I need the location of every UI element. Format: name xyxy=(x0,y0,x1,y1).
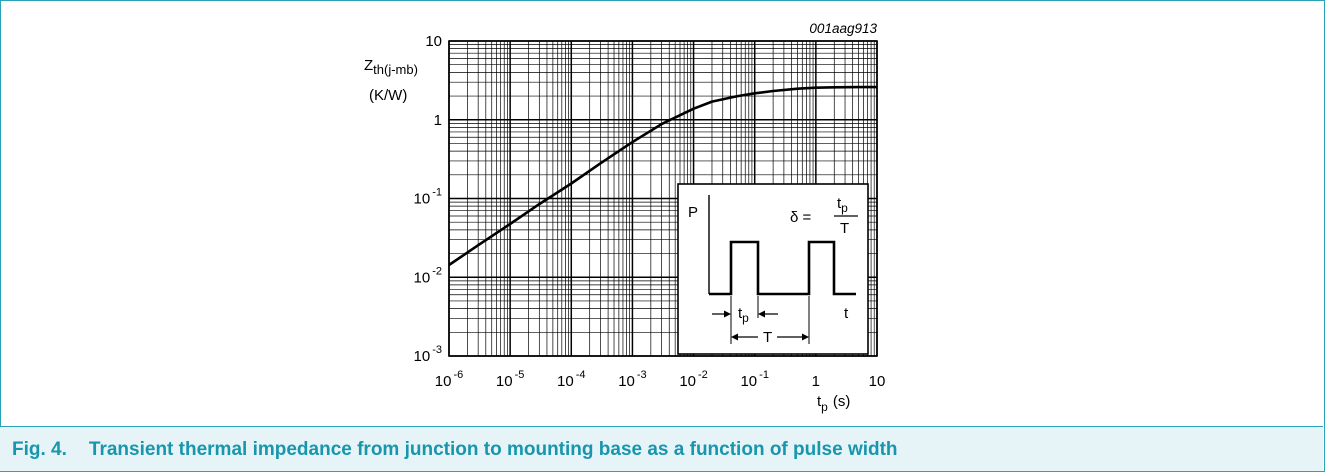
x-axis-unit: (s) xyxy=(833,393,851,410)
tp-arrowhead-left xyxy=(724,310,731,318)
tp-arrowhead-right xyxy=(758,310,765,318)
x-axis-symbol: t xyxy=(817,393,822,410)
x-axis-label: tp (s) xyxy=(817,393,850,414)
inset-p-label: P xyxy=(688,204,698,221)
tp-symbol: t xyxy=(738,305,743,322)
tp-subscript: p xyxy=(742,311,749,325)
period-arrowhead-left xyxy=(731,333,738,341)
y-tick-label: 10 xyxy=(425,33,442,50)
x-tick-label: 10 xyxy=(869,373,886,390)
x-axis-subscript: p xyxy=(821,400,828,414)
tick-labels: 10 -6 10 -5 10 -4 10 -3 10 -2 10 -1 1 10 10 1 10-1 10-2 10… xyxy=(414,33,886,390)
x-tick-label: 1 xyxy=(812,373,820,390)
duty-cycle-delta: δ = xyxy=(790,209,812,226)
y-axis-label: Zth(j-mb) xyxy=(364,57,418,77)
y-tick-label: 10 -2 xyxy=(414,265,442,286)
series-line-1 xyxy=(448,85,877,267)
y-tick-label: 10 -3 xyxy=(414,344,442,365)
figure-id: 001aag913 xyxy=(809,21,877,36)
duty-fraction-numerator: tp xyxy=(837,195,848,215)
figure-number: Fig. 4. xyxy=(12,439,67,460)
x-tick-label: 10 -2 xyxy=(679,369,707,390)
axes xyxy=(448,40,878,357)
pulse-waveform xyxy=(709,240,856,296)
y-tick-label: 1 xyxy=(434,112,442,129)
plot-frame xyxy=(448,40,878,357)
x-tick-label: 10 -4 xyxy=(557,369,585,390)
series xyxy=(448,85,877,267)
tp-label: tp xyxy=(738,305,749,325)
y-axis-subscript: th(j-mb) xyxy=(373,62,418,77)
x-tick-label: 10 -5 xyxy=(496,369,524,390)
period-arrowhead-right xyxy=(802,333,809,341)
x-tick-label: 10 -3 xyxy=(618,369,646,390)
caption-bar: Fig. 4. Transient thermal impedance from … xyxy=(0,426,1323,471)
y-axis-unit: (K/W) xyxy=(369,87,407,104)
duty-fraction-denominator: T xyxy=(840,220,849,237)
fraction-num-symbol: t xyxy=(837,195,842,212)
inset-pulse-diagram: P t δ = tp T tp T xyxy=(677,183,869,355)
y-tick-label: 10 -1 xyxy=(414,187,442,208)
figure-caption-text: Transient thermal impedance from junctio… xyxy=(88,439,898,460)
y-axis-symbol: Z xyxy=(364,57,373,74)
x-tick-label: 10 -6 xyxy=(435,369,463,390)
x-tick-label: 10 -1 xyxy=(740,369,768,390)
period-label: T xyxy=(763,329,772,346)
figure-caption: Fig. 4. Transient thermal impedance from … xyxy=(12,439,898,461)
fraction-num-subscript: p xyxy=(841,201,848,215)
inset-t-label: t xyxy=(844,305,849,322)
